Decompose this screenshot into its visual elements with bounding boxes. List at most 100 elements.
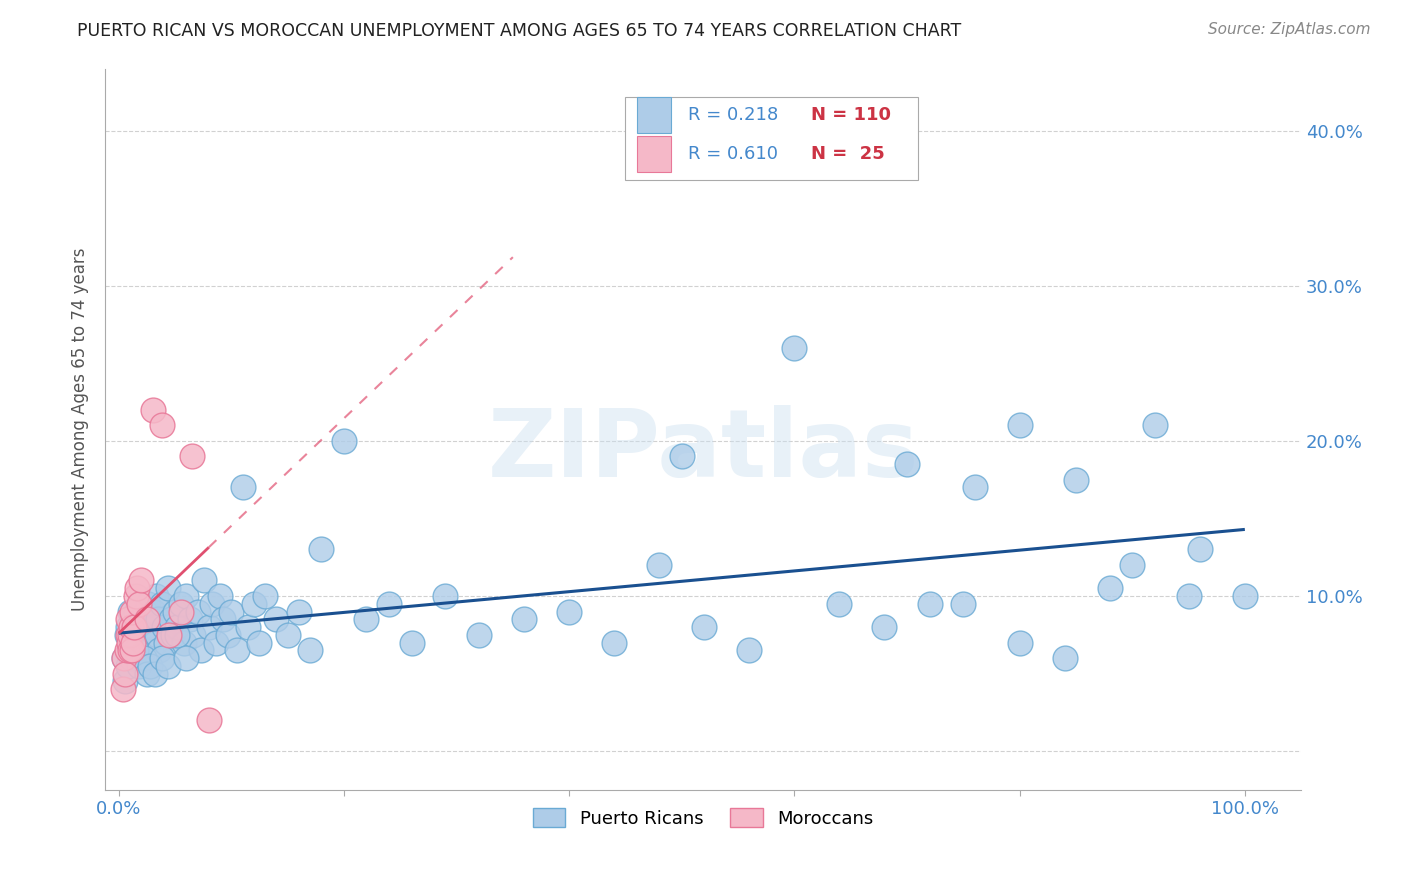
Point <box>201 597 224 611</box>
Point <box>122 635 145 649</box>
Point <box>828 597 851 611</box>
Point <box>146 628 169 642</box>
Point <box>648 558 671 572</box>
Point <box>125 620 148 634</box>
Point <box>157 628 180 642</box>
Point <box>434 589 457 603</box>
Point <box>288 605 311 619</box>
Point <box>157 581 180 595</box>
Point <box>128 658 150 673</box>
Point <box>124 628 146 642</box>
Point <box>132 643 155 657</box>
Point <box>333 434 356 448</box>
Point <box>136 597 159 611</box>
Point <box>125 581 148 595</box>
Point <box>135 620 157 634</box>
Point <box>693 620 716 634</box>
Point <box>135 635 157 649</box>
Point <box>124 643 146 657</box>
Point <box>155 635 177 649</box>
Point <box>671 450 693 464</box>
Point <box>356 612 378 626</box>
Text: N =  25: N = 25 <box>811 145 884 162</box>
Point <box>254 589 277 603</box>
Point <box>1064 473 1087 487</box>
Point <box>169 597 191 611</box>
Point <box>112 651 135 665</box>
Point <box>1008 635 1031 649</box>
Point <box>266 612 288 626</box>
Point <box>138 628 160 642</box>
Point <box>198 620 221 634</box>
Point <box>603 635 626 649</box>
Point <box>118 605 141 619</box>
Point <box>132 651 155 665</box>
Point <box>157 658 180 673</box>
Bar <box>637 97 671 134</box>
Point <box>117 628 139 642</box>
Point <box>238 620 260 634</box>
Point <box>226 643 249 657</box>
Point <box>124 620 146 634</box>
Point <box>162 628 184 642</box>
Point <box>122 612 145 626</box>
Text: PUERTO RICAN VS MOROCCAN UNEMPLOYMENT AMONG AGES 65 TO 74 YEARS CORRELATION CHAR: PUERTO RICAN VS MOROCCAN UNEMPLOYMENT AM… <box>77 22 962 40</box>
Point <box>152 620 174 634</box>
Point <box>187 605 209 619</box>
Point <box>117 620 139 634</box>
Point <box>143 635 166 649</box>
Point <box>738 643 761 657</box>
Point <box>174 589 197 603</box>
Point <box>114 674 136 689</box>
Point <box>1121 558 1143 572</box>
Point <box>121 605 143 619</box>
Point <box>124 635 146 649</box>
Point <box>128 597 150 611</box>
Point <box>952 597 974 611</box>
Point <box>873 620 896 634</box>
Point <box>198 713 221 727</box>
Y-axis label: Unemployment Among Ages 65 to 74 years: Unemployment Among Ages 65 to 74 years <box>72 247 89 611</box>
Point <box>141 402 163 417</box>
FancyBboxPatch shape <box>626 97 918 180</box>
Point <box>118 635 141 649</box>
Point <box>166 628 188 642</box>
Point <box>204 635 226 649</box>
Point <box>150 597 173 611</box>
Point <box>129 635 152 649</box>
Point <box>166 620 188 634</box>
Point <box>401 635 423 649</box>
Point <box>121 628 143 642</box>
Point <box>121 643 143 657</box>
Point <box>143 666 166 681</box>
Point <box>118 643 141 657</box>
Point <box>159 612 181 626</box>
Point <box>1008 418 1031 433</box>
Legend: Puerto Ricans, Moroccans: Puerto Ricans, Moroccans <box>526 801 880 835</box>
Point <box>118 643 141 657</box>
Point <box>1233 589 1256 603</box>
Point <box>513 612 536 626</box>
Point <box>783 341 806 355</box>
Point <box>193 574 215 588</box>
Point <box>1177 589 1199 603</box>
Point <box>169 605 191 619</box>
Text: ZIPatlas: ZIPatlas <box>488 405 920 497</box>
Point <box>311 542 333 557</box>
Point <box>378 597 401 611</box>
Point <box>146 612 169 626</box>
Point <box>127 651 149 665</box>
Point <box>558 605 581 619</box>
Text: N = 110: N = 110 <box>811 106 891 124</box>
Point <box>243 597 266 611</box>
Point <box>249 635 271 649</box>
Point <box>114 666 136 681</box>
Point <box>181 450 204 464</box>
Point <box>181 628 204 642</box>
Point <box>139 658 162 673</box>
Point <box>135 612 157 626</box>
Point <box>963 480 986 494</box>
Point <box>142 605 165 619</box>
Point <box>148 643 170 657</box>
Point <box>122 643 145 657</box>
